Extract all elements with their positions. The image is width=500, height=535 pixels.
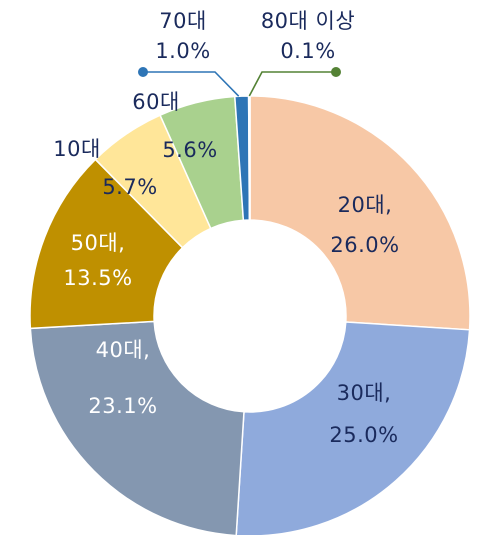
data-label-name-3: 40대, bbox=[96, 338, 151, 362]
data-label-name-5: 10대 bbox=[53, 137, 101, 161]
donut-slice-1 bbox=[249, 95, 471, 331]
data-label-value-2: 25.0% bbox=[329, 423, 398, 447]
callout-80-leader-dot bbox=[331, 67, 341, 77]
data-label-name-4: 50대, bbox=[71, 231, 126, 255]
data-label-value-8: 0.1% bbox=[280, 39, 335, 63]
data-label-value-5: 5.7% bbox=[102, 175, 157, 199]
data-label-name-8: 80대 이상 bbox=[261, 9, 355, 33]
data-label-value-4: 13.5% bbox=[63, 266, 132, 290]
callout-80-leader-line bbox=[248, 71, 336, 97]
data-label-name-7: 70대 bbox=[159, 9, 207, 33]
donut-slices bbox=[29, 95, 471, 535]
donut-slice-3 bbox=[29, 320, 245, 535]
callout-70-leader-line bbox=[143, 71, 240, 97]
data-label-name-2: 30대, bbox=[337, 381, 392, 405]
data-label-value-6: 5.6% bbox=[162, 138, 217, 162]
callout-70-leader-dot bbox=[138, 67, 148, 77]
data-label-value-3: 23.1% bbox=[88, 394, 157, 418]
donut-slice-2 bbox=[235, 321, 471, 535]
data-labels: 20대,26.0%30대,25.0%40대,23.1%50대,13.5%10대5… bbox=[53, 9, 399, 447]
data-label-name-1: 20대, bbox=[338, 193, 393, 217]
data-label-value-7: 1.0% bbox=[155, 39, 210, 63]
data-label-value-1: 26.0% bbox=[330, 233, 399, 257]
callout-leaders bbox=[138, 67, 341, 97]
donut-slice-8 bbox=[247, 95, 251, 221]
data-label-name-6: 60대 bbox=[132, 90, 180, 114]
donut-slice-4 bbox=[29, 158, 184, 330]
